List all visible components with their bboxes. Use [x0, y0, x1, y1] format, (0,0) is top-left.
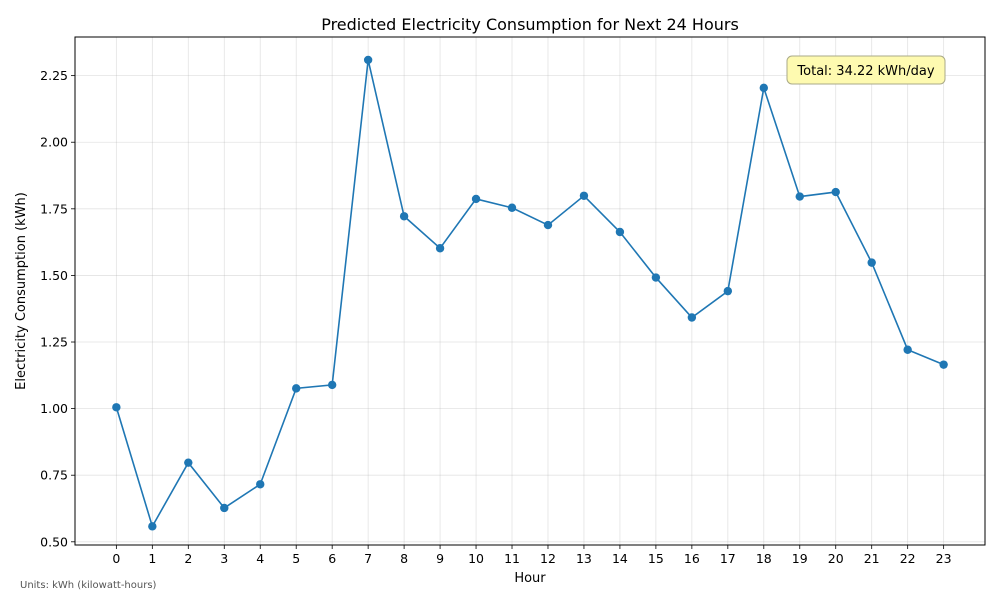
data-point	[867, 258, 876, 267]
x-tick-label: 5	[292, 551, 300, 566]
chart-title: Predicted Electricity Consumption for Ne…	[321, 15, 739, 34]
y-axis: 0.50 0.75 1.00 1.25 1.50 1.75 2.00 2.25	[40, 68, 75, 549]
x-tick-label: 21	[864, 551, 880, 566]
x-tick-label: 9	[436, 551, 444, 566]
annotation-text: Total: 34.22 kWh/day	[796, 64, 934, 79]
x-tick-label: 14	[612, 551, 628, 566]
y-tick-label: 1.25	[40, 335, 68, 350]
data-point	[651, 273, 661, 282]
data-point	[471, 194, 481, 204]
data-point	[327, 380, 337, 390]
data-point	[184, 458, 193, 467]
series-markers	[112, 55, 948, 531]
x-tick-label: 13	[576, 551, 592, 566]
data-point	[507, 203, 517, 212]
annotation-box: Total: 34.22 kWh/day	[786, 55, 946, 85]
x-tick-label: 22	[900, 551, 916, 566]
x-tick-label: 17	[720, 551, 736, 566]
y-tick-label: 2.00	[40, 135, 68, 150]
x-axis-label: Hour	[514, 571, 546, 586]
x-tick-label: 0	[112, 551, 120, 566]
data-point	[220, 503, 229, 513]
x-tick-label: 3	[220, 551, 228, 566]
x-tick-label: 20	[828, 551, 844, 566]
y-tick-label: 0.75	[40, 468, 68, 483]
data-point	[148, 522, 157, 531]
y-tick-label: 1.50	[40, 268, 68, 283]
data-point	[687, 313, 697, 322]
data-point	[759, 83, 768, 93]
x-tick-label: 2	[184, 551, 192, 566]
y-axis-label: Electricity Consumption (kWh)	[14, 192, 29, 390]
x-tick-label: 19	[792, 551, 808, 566]
data-point	[399, 212, 409, 221]
x-tick-label: 16	[684, 551, 700, 566]
plot-area-frame	[74, 36, 986, 546]
data-point	[831, 187, 840, 197]
y-tick-label: 2.25	[40, 68, 68, 83]
x-tick-label: 18	[756, 551, 772, 566]
x-tick-label: 23	[936, 551, 952, 566]
x-tick-label: 4	[256, 551, 264, 566]
data-point	[543, 220, 553, 230]
data-point	[292, 384, 301, 393]
data-point	[795, 192, 804, 201]
y-tick-label: 0.50	[40, 534, 68, 549]
data-point	[435, 244, 445, 253]
data-point	[579, 191, 589, 200]
data-point	[723, 286, 733, 296]
data-point	[615, 227, 625, 237]
x-tick-label: 7	[364, 551, 372, 566]
x-tick-label: 6	[328, 551, 336, 566]
x-tick-label: 11	[504, 551, 520, 566]
series-line	[115, 59, 944, 529]
data-point	[112, 403, 121, 412]
x-tick-label: 10	[468, 551, 484, 566]
y-tick-label: 1.00	[40, 401, 68, 416]
grid	[75, 37, 985, 545]
data-point	[256, 480, 265, 489]
x-tick-label: 1	[148, 551, 156, 566]
data-point	[903, 345, 912, 354]
footnote: Units: kWh (kilowatt-hours)	[20, 580, 157, 591]
annotation-background	[786, 55, 946, 85]
x-tick-label: 8	[400, 551, 408, 566]
x-tick-label: 12	[540, 551, 556, 566]
x-tick-label: 15	[648, 551, 664, 566]
x-axis: 0 1 2 3 4 5 6 7 8 9 10 11 12 13 14 15 16 17 18 19 20 21 22 23	[112, 545, 952, 566]
data-point	[363, 55, 373, 65]
y-tick-label: 1.75	[40, 201, 68, 216]
data-point	[939, 360, 948, 369]
